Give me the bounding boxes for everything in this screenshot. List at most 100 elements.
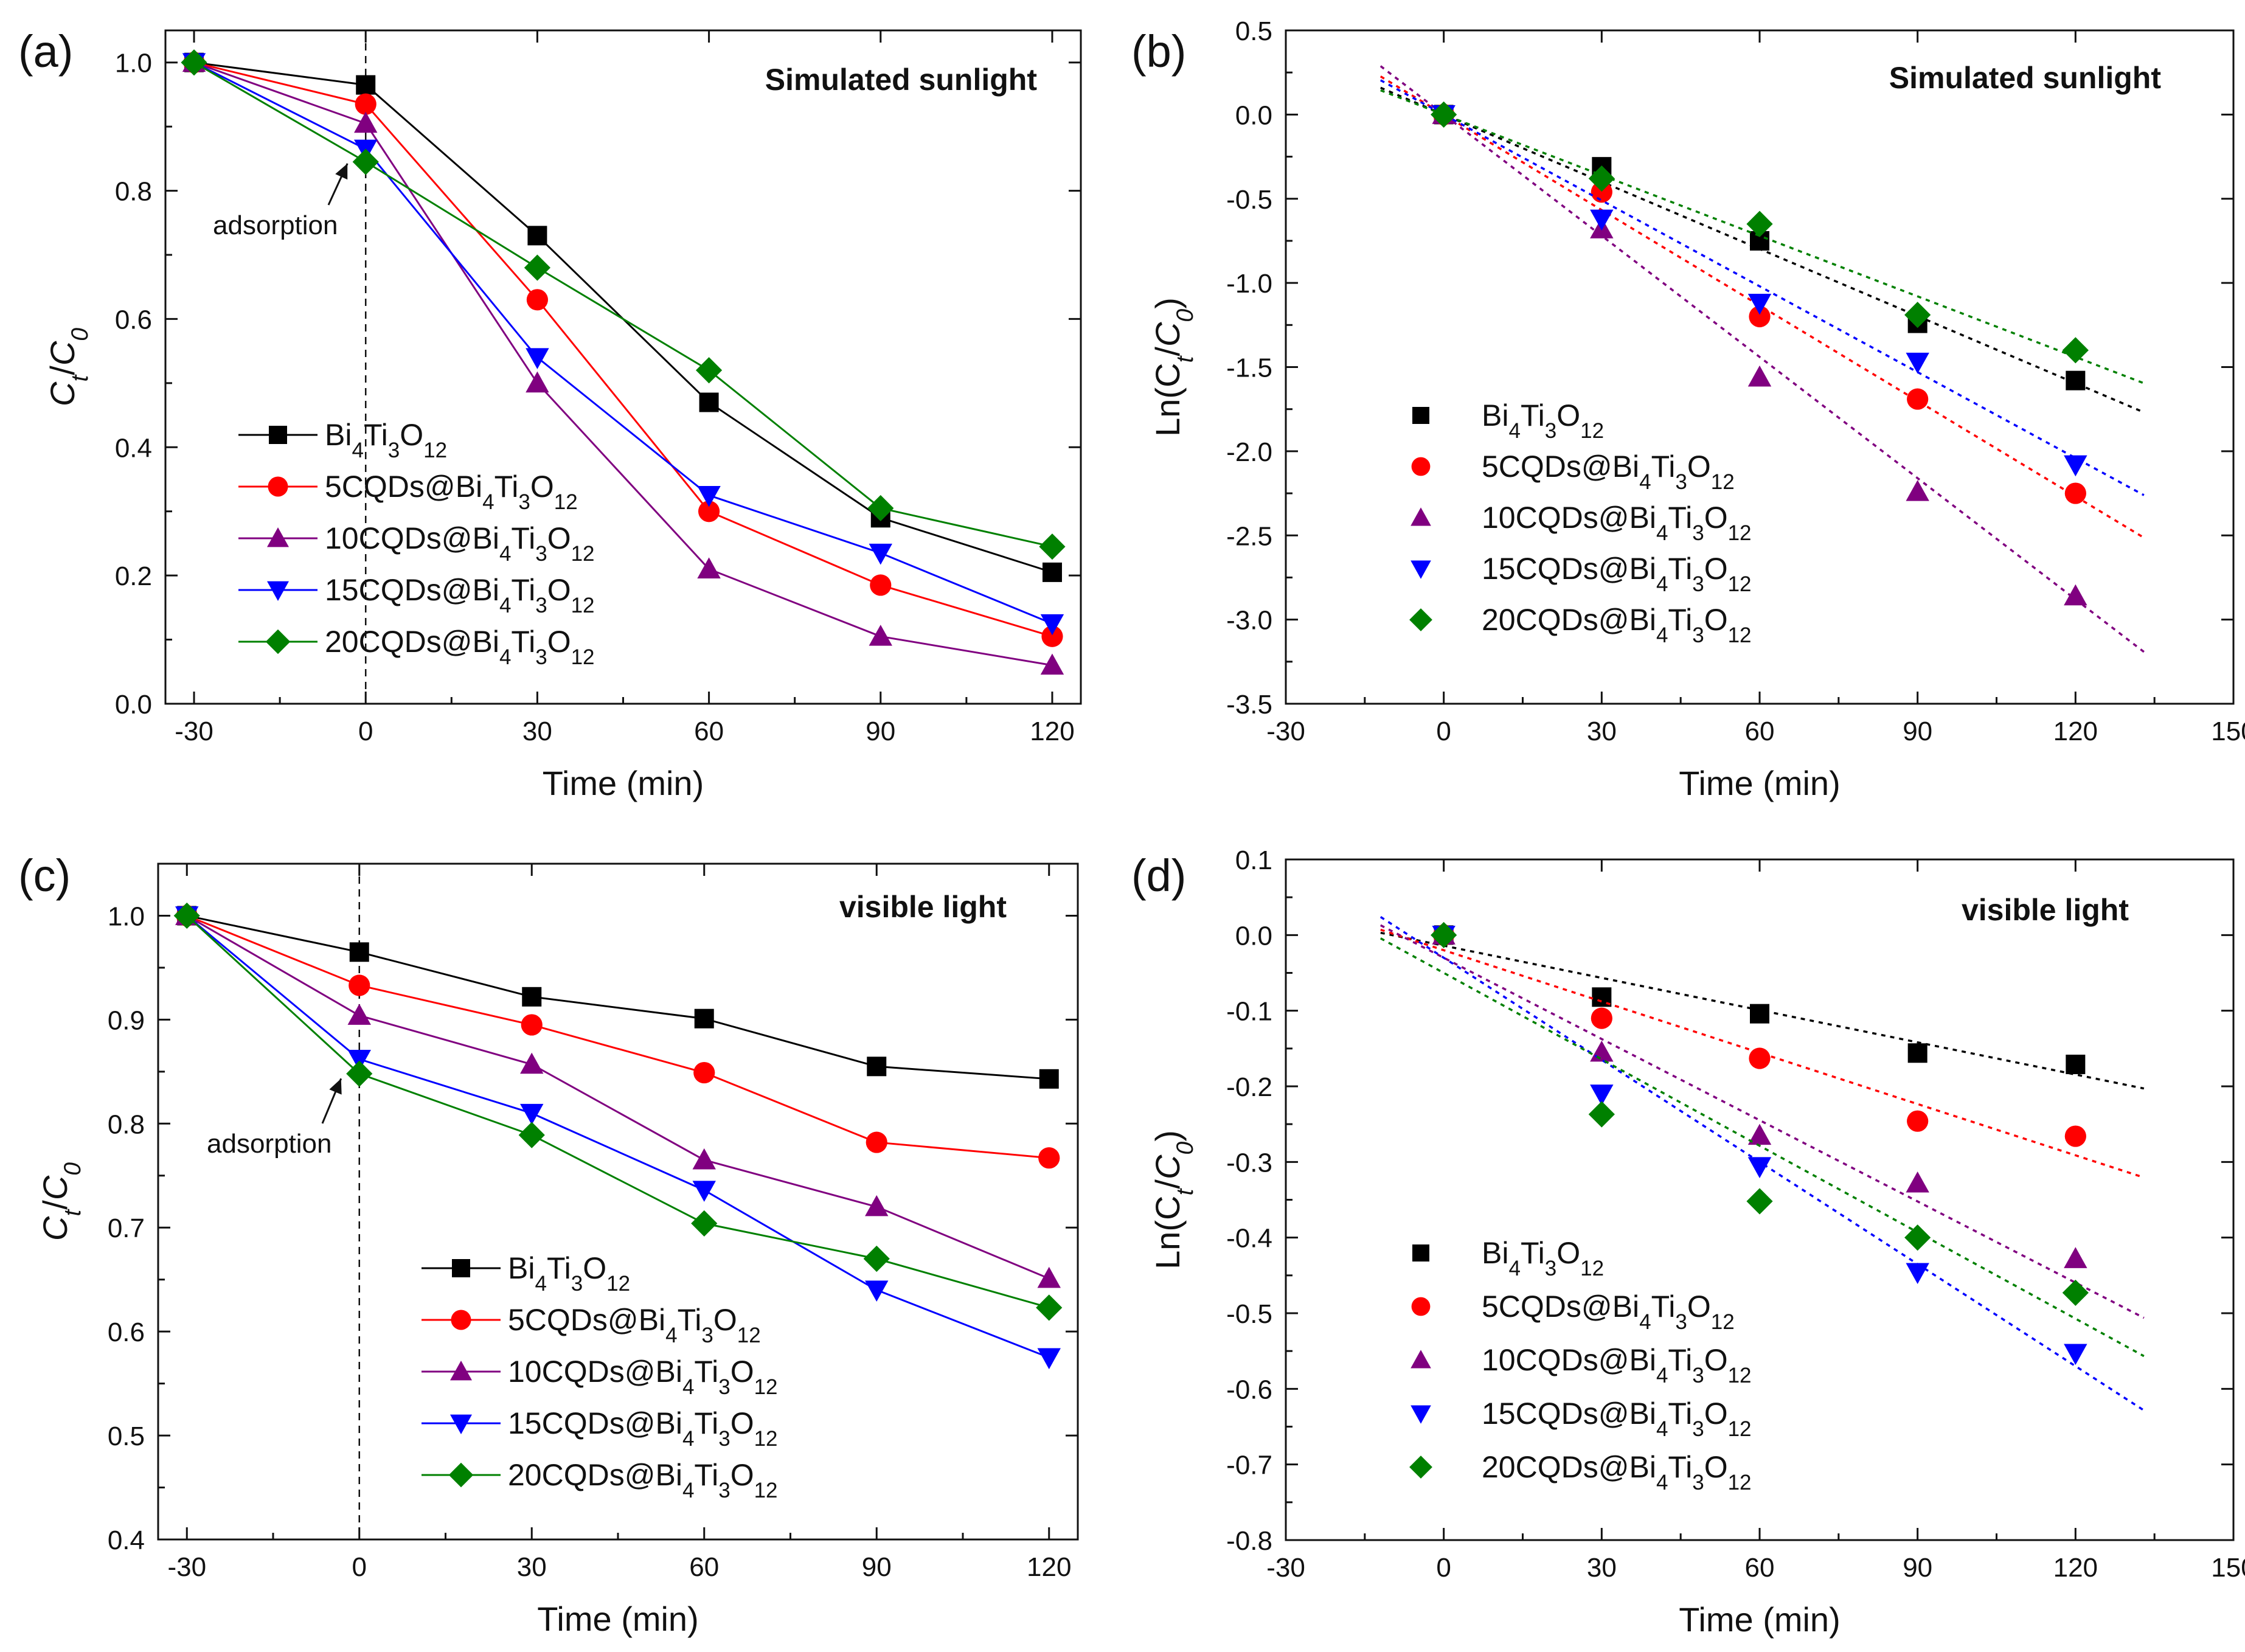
legend-label: 15CQDs@Bi4Ti3O12: [1482, 1397, 1752, 1441]
fit-line: [1379, 75, 2145, 539]
series-5: [181, 49, 1066, 560]
legend: Bi4Ti3O12 5CQDs@Bi4Ti3O12 10CQDs@Bi4Ti3O12…: [238, 418, 595, 669]
y-tick-label: 1.0: [108, 901, 145, 931]
data-point: [692, 1181, 716, 1202]
data-point: [355, 93, 376, 115]
data-point: [1036, 1294, 1063, 1321]
plot-frame: [164, 29, 1082, 705]
legend-marker: [269, 426, 287, 444]
data-point: [695, 357, 723, 384]
series-5: [173, 902, 1063, 1321]
legend-marker: [265, 629, 291, 654]
data-point: [1038, 1147, 1060, 1169]
data-point: [1747, 1157, 1772, 1178]
data-point: [518, 1122, 545, 1148]
y-tick-label: -3.0: [1226, 606, 1272, 636]
data-point: [1907, 1043, 1928, 1063]
data-point: [1431, 921, 1457, 948]
data-point: [2064, 1247, 2087, 1268]
legend-marker: [1412, 1244, 1429, 1262]
data-point: [1747, 365, 1772, 387]
data-point: [520, 1103, 544, 1125]
legend-label: 20CQDs@Bi4Ti3O12: [1482, 1450, 1752, 1494]
y-tick-label: 0.4: [115, 433, 152, 463]
x-tick-label: 90: [862, 1552, 892, 1582]
data-point: [1040, 653, 1064, 675]
x-tick-label: 30: [1587, 1553, 1617, 1583]
series-4: [1379, 79, 2145, 496]
light-condition-label: visible light: [1962, 893, 2129, 927]
legend-marker: [1410, 1405, 1431, 1424]
legend-label: 10CQDs@Bi4Ti3O12: [1482, 1343, 1752, 1387]
x-tick-label: 60: [694, 717, 724, 746]
x-tick-label: 60: [1745, 717, 1775, 746]
x-tick-label: 60: [1745, 1553, 1775, 1583]
y-tick-label: -0.5: [1226, 1299, 1272, 1329]
legend-label: 20CQDs@Bi4Ti3O12: [508, 1458, 778, 1502]
legend-marker: [268, 476, 288, 497]
x-tick-label: 30: [517, 1552, 547, 1582]
data-point: [1906, 352, 1929, 374]
data-point: [347, 1049, 371, 1071]
data-point: [526, 371, 549, 393]
data-point: [1039, 1069, 1059, 1089]
series-line: [186, 914, 1049, 1080]
x-tick-label: 30: [522, 717, 552, 746]
data-point: [349, 974, 370, 996]
x-tick-label: 90: [866, 717, 895, 746]
legend-marker: [267, 581, 289, 601]
data-point: [2062, 1279, 2089, 1307]
y-tick-label: 0.7: [108, 1213, 145, 1243]
legend-marker: [267, 527, 289, 547]
data-point: [1747, 1123, 1772, 1145]
y-tick-label: -0.1: [1226, 997, 1272, 1027]
legend-label: 20CQDs@Bi4Ti3O12: [1482, 603, 1752, 647]
data-point: [694, 1008, 714, 1029]
panel-label: (c): [18, 850, 71, 901]
data-point: [1746, 210, 1773, 237]
y-axis-label: Ct/C0: [43, 328, 93, 406]
y-axis-label: Ln(Ct/C0): [1148, 1130, 1198, 1269]
data-point: [692, 1148, 716, 1170]
series-5: [1379, 921, 2145, 1358]
data-point: [1591, 181, 1612, 203]
panel-label: (a): [18, 26, 73, 77]
data-point: [1750, 1004, 1769, 1024]
legend-label: 10CQDs@Bi4Ti3O12: [1482, 501, 1752, 545]
legend-label: Bi4Ti3O12: [325, 418, 447, 462]
data-point: [1037, 1266, 1061, 1288]
series-line: [193, 61, 1053, 548]
y-tick-label: 0.4: [108, 1525, 145, 1555]
data-point: [1749, 1047, 1771, 1069]
y-tick-label: 0.0: [1235, 100, 1272, 130]
y-tick-label: 1.0: [115, 49, 152, 78]
series-line: [186, 915, 1049, 1159]
data-point: [356, 75, 376, 95]
y-tick-label: -0.8: [1226, 1526, 1272, 1556]
x-tick-label: 0: [352, 1552, 367, 1582]
series-4: [1379, 916, 2145, 1412]
y-tick-label: -1.5: [1226, 353, 1272, 383]
y-tick-label: 0.0: [115, 690, 152, 720]
fit-line: [1379, 916, 2145, 1412]
y-tick-label: -1.0: [1226, 269, 1272, 299]
y-tick-label: 0.6: [115, 305, 152, 335]
legend-marker: [1412, 407, 1429, 424]
y-axis-label: Ln(Ct/C0): [1148, 297, 1198, 437]
series-3: [175, 904, 1061, 1288]
y-axis-label: Ct/C0: [36, 1162, 86, 1241]
light-condition-label: Simulated sunlight: [765, 63, 1038, 97]
legend-marker: [451, 1310, 471, 1330]
fit-line: [1379, 79, 2145, 496]
legend-marker: [1411, 457, 1431, 476]
fit-line: [1380, 931, 2145, 1090]
data-point: [2066, 370, 2086, 390]
data-point: [865, 1280, 889, 1302]
legend-label: 15CQDs@Bi4Ti3O12: [508, 1406, 778, 1451]
series-line: [193, 61, 1053, 637]
legend-label: 5CQDs@Bi4Ti3O12: [1482, 449, 1735, 494]
x-axis-label: Time (min): [537, 1600, 698, 1638]
data-point: [1041, 625, 1063, 647]
series-3: [182, 50, 1064, 675]
y-tick-label: -2.5: [1226, 521, 1272, 551]
